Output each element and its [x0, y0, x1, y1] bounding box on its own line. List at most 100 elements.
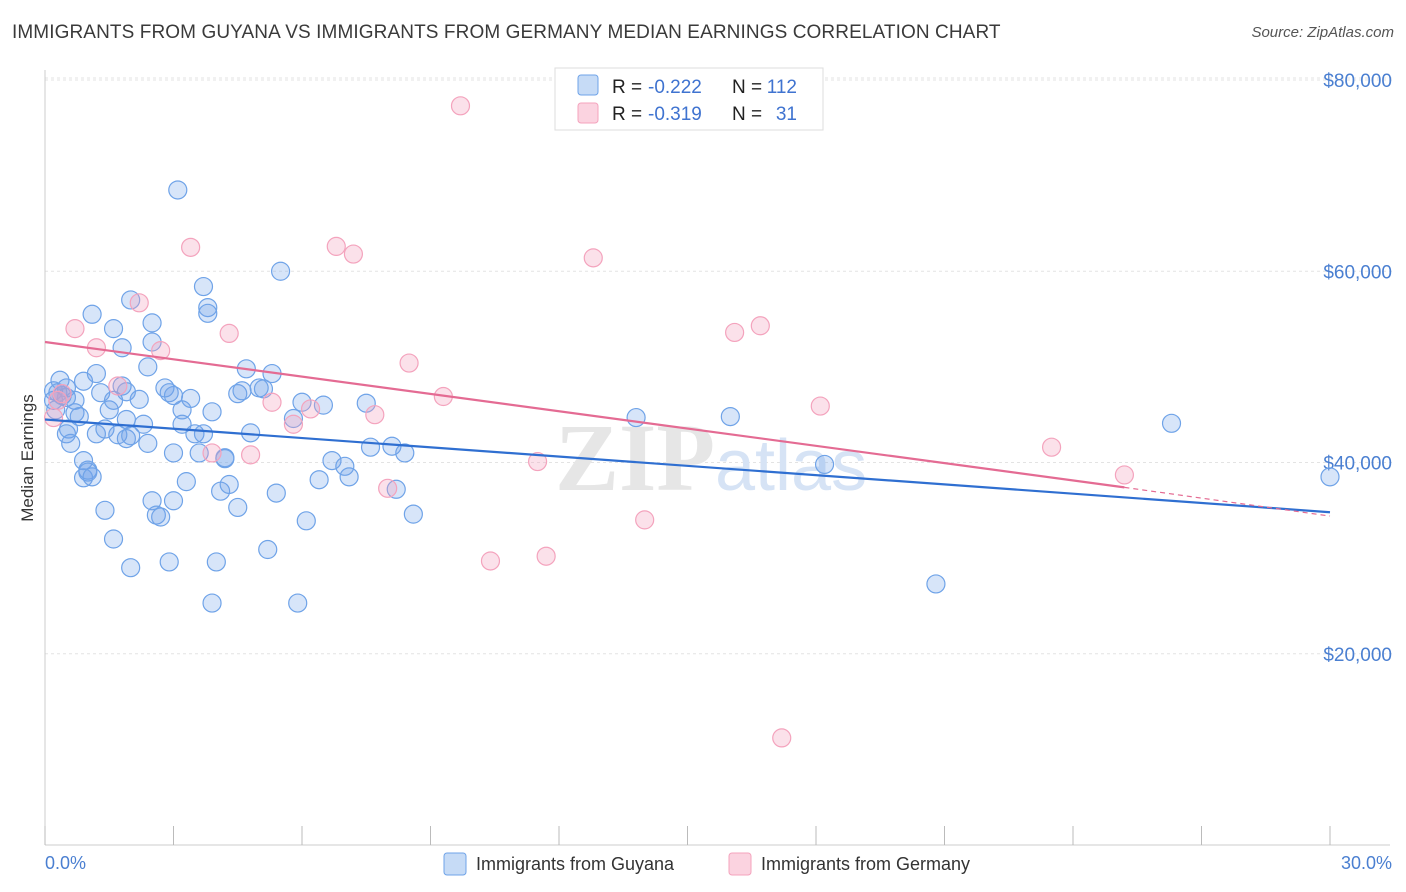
chart-source: Source: ZipAtlas.com [1251, 24, 1394, 41]
point-guyana [193, 424, 214, 444]
point-germany [399, 353, 419, 373]
point-germany [326, 236, 346, 256]
point-germany [536, 546, 556, 566]
trend-line-guyana [44, 418, 1331, 514]
point-guyana [926, 574, 946, 594]
point-guyana [73, 450, 94, 471]
legend-swatch-guyana [577, 74, 599, 96]
point-guyana [198, 297, 218, 318]
legend-n-value-guyana: 112 [767, 77, 797, 98]
point-guyana [339, 467, 359, 487]
point-germany [750, 316, 770, 336]
point-guyana [296, 511, 316, 531]
bottom-legend: Immigrants from Guyana Immigrants from G… [443, 852, 970, 876]
chart-title: IMMIGRANTS FROM GUYANA VS IMMIGRANTS FRO… [12, 22, 1001, 43]
point-germany [151, 341, 171, 361]
bottom-legend-label-germany: Immigrants from Germany [761, 854, 970, 874]
point-guyana [151, 507, 171, 527]
point-guyana [313, 395, 334, 415]
y-tick-label: $20,000 [1323, 645, 1392, 666]
point-germany [450, 96, 471, 116]
point-germany [108, 376, 128, 396]
x-tick-label-max: 30.0% [1341, 853, 1392, 873]
point-guyana [228, 497, 248, 518]
y-tick-label: $80,000 [1323, 71, 1392, 92]
point-germany [241, 445, 261, 465]
point-guyana [86, 363, 107, 384]
point-guyana [232, 381, 252, 401]
legend-r-value-guyana: -0.222 [648, 77, 702, 98]
point-germany [65, 319, 85, 339]
point-guyana [82, 304, 102, 324]
y-tick-label: $40,000 [1323, 454, 1392, 475]
watermark-atlas: atlas [715, 426, 867, 506]
point-guyana [82, 467, 102, 487]
trend-lines [44, 340, 1331, 517]
point-guyana [198, 303, 218, 323]
legend-r-value-germany: -0.319 [648, 104, 702, 125]
point-guyana [163, 491, 184, 511]
point-germany [219, 323, 239, 344]
point-germany [343, 244, 363, 264]
point-germany [725, 322, 745, 343]
point-guyana [138, 433, 158, 453]
y-axis-title: Median Earnings [18, 394, 37, 522]
point-germany [262, 392, 282, 412]
point-guyana [163, 443, 184, 463]
bottom-legend-swatch-germany [728, 852, 752, 876]
point-guyana [142, 313, 162, 333]
legend-n-label-guyana: N = [732, 77, 762, 98]
point-guyana [121, 558, 141, 578]
y-tick-label: $60,000 [1323, 262, 1392, 283]
point-guyana [206, 552, 226, 572]
point-germany [365, 405, 385, 425]
point-guyana [1161, 413, 1182, 433]
point-germany [527, 451, 548, 472]
point-guyana [1320, 467, 1340, 487]
point-guyana [814, 454, 835, 475]
point-germany [1041, 437, 1062, 457]
point-guyana [403, 504, 423, 524]
point-guyana [270, 261, 291, 281]
point-germany [810, 396, 830, 416]
point-guyana [61, 433, 81, 453]
point-guyana [176, 472, 196, 492]
point-guyana [142, 491, 162, 511]
point-guyana [58, 419, 79, 439]
point-guyana [202, 593, 222, 613]
point-germany [202, 443, 222, 463]
point-germany [480, 551, 501, 571]
point-germany [300, 399, 321, 419]
legend-swatch-germany [577, 102, 599, 124]
point-guyana [360, 437, 381, 457]
bottom-legend-swatch-guyana [443, 852, 467, 876]
point-germany [181, 237, 201, 257]
trend-line-germany-extension [1124, 486, 1331, 517]
point-germany [43, 407, 64, 428]
point-guyana [103, 319, 124, 339]
point-germany [283, 414, 304, 434]
point-germany [583, 248, 603, 268]
point-guyana [129, 389, 149, 409]
point-guyana [202, 402, 222, 422]
x-axis-ticks [44, 826, 1331, 845]
point-guyana [159, 552, 179, 572]
point-guyana [95, 500, 115, 520]
legend-box: R = -0.222 N = 112 R = -0.319 N = 31 [554, 67, 824, 131]
point-guyana [168, 180, 188, 200]
point-guyana [626, 407, 646, 428]
legend-n-label-germany: N = [732, 104, 762, 125]
point-guyana [103, 529, 124, 549]
point-guyana [99, 400, 119, 420]
point-guyana [258, 539, 278, 560]
point-guyana [335, 456, 355, 476]
legend-r-label-guyana: R = [612, 77, 642, 98]
point-guyana [266, 483, 286, 503]
y-tick-labels: $20,000 $40,000 $60,000 $80,000 [1323, 71, 1392, 666]
trend-line-germany [44, 340, 1125, 489]
point-guyana [138, 357, 158, 377]
point-guyana [395, 443, 415, 463]
point-germany [52, 384, 72, 404]
legend-r-label-germany: R = [612, 104, 642, 125]
